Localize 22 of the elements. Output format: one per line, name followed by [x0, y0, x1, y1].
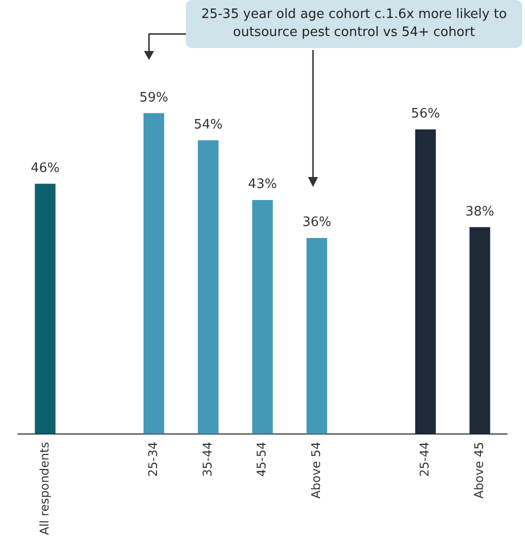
data-label: 59%	[139, 90, 168, 106]
x-tick-label: Above 45	[472, 442, 486, 499]
bar	[415, 129, 436, 434]
x-tick-label: 45-54	[254, 442, 269, 477]
x-tick-label: Above 54	[308, 442, 323, 499]
bar	[198, 140, 218, 434]
data-label: 54%	[194, 117, 223, 132]
bar	[252, 200, 273, 434]
data-label: 56%	[411, 106, 440, 122]
data-label: 43%	[248, 177, 277, 192]
bar	[144, 113, 164, 434]
bar	[34, 184, 56, 434]
bar	[470, 227, 490, 434]
data-label: 36%	[302, 215, 332, 230]
bar	[306, 238, 328, 434]
data-label: 38%	[465, 204, 494, 220]
x-tick-label: All respondents	[37, 442, 52, 535]
x-tick-label: 25-34	[146, 442, 160, 477]
x-tick-label: 25-44	[418, 442, 432, 477]
data-label: 46%	[30, 160, 60, 176]
x-tick-label: 35-44	[200, 442, 214, 477]
text: 25-35 year old age cohort c.1.6x more likely to outsource pest control vs 54+ cohort	[186, 0, 522, 48]
